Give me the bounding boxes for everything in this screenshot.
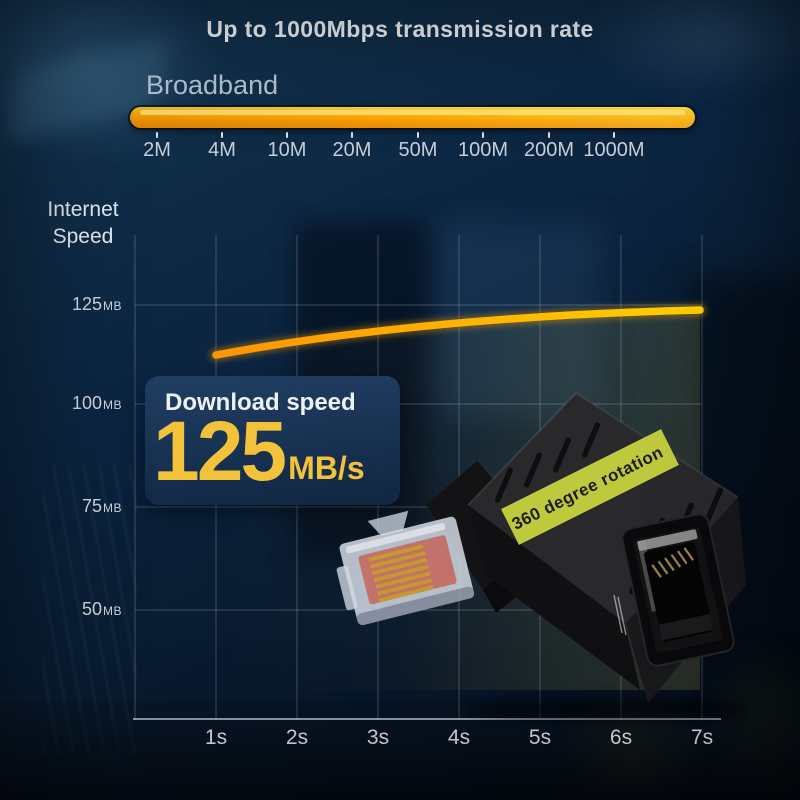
y-tick-value: 75 xyxy=(81,496,102,516)
plug-gold-pins xyxy=(368,544,434,603)
broadband-label: Broadband xyxy=(146,70,279,100)
rj45-male-plug xyxy=(336,510,475,626)
download-speed-label: Download speed xyxy=(165,389,356,416)
download-speed-value: 125 xyxy=(153,404,287,498)
x-tick-label: 4s xyxy=(447,726,471,749)
y-tick-unit: MB xyxy=(103,398,122,412)
y-tick-value: 50 xyxy=(81,599,102,619)
x-tick-label: 6s xyxy=(609,726,633,749)
x-tick-label: 3s xyxy=(366,726,390,749)
broadband-tick xyxy=(482,132,484,138)
rj45-female-port xyxy=(621,513,735,667)
x-tick-label: 1s xyxy=(204,726,228,749)
y-tick-value: 125 xyxy=(71,294,102,314)
y-tick-unit: MB xyxy=(103,604,122,618)
x-tick-label: 2s xyxy=(285,726,309,749)
y-axis-title: Internet Speed xyxy=(26,197,140,251)
broadband-tick xyxy=(351,132,353,138)
y-tick-label: 50MB xyxy=(40,599,122,620)
broadband-tick-label: 100M xyxy=(457,139,509,161)
broadband-gradient-bar xyxy=(130,107,695,128)
broadband-tick-label: 200M xyxy=(523,139,575,161)
y-tick-label: 75MB xyxy=(40,496,122,517)
broadband-tick xyxy=(548,132,550,138)
download-speed-unit: MB/s xyxy=(288,450,365,487)
broadband-tick xyxy=(156,132,158,138)
y-axis-title-line2: Speed xyxy=(52,224,114,248)
y-tick-unit: MB xyxy=(103,501,122,515)
y-tick-label: 100MB xyxy=(40,393,122,414)
broadband-tick xyxy=(417,132,419,138)
download-speed-value-row: 125 MB/s xyxy=(153,404,400,498)
y-tick-value: 100 xyxy=(71,393,102,413)
download-speed-card: Download speed 125 MB/s xyxy=(145,376,400,505)
product-shadow xyxy=(468,697,748,721)
broadband-tick-label: 2M xyxy=(143,139,171,161)
x-tick-label: 7s xyxy=(690,726,714,749)
y-axis-title-line1: Internet xyxy=(47,198,119,221)
page-title: Up to 1000Mbps transmission rate xyxy=(206,16,594,42)
y-tick-unit: MB xyxy=(103,299,122,313)
broadband-tick-label: 20M xyxy=(332,139,372,161)
broadband-tick-label: 1000M xyxy=(583,139,645,161)
broadband-tick-label: 10M xyxy=(267,139,307,161)
side-marking xyxy=(613,594,627,636)
port-gold-contacts xyxy=(651,547,695,578)
broadband-tick xyxy=(286,132,288,138)
broadband-tick-label: 50M xyxy=(398,139,438,161)
x-tick-label: 5s xyxy=(528,726,552,749)
broadband-tick xyxy=(613,132,615,138)
broadband-tick-label: 4M xyxy=(208,139,236,161)
product-photo-rj45-adapter: 360 degree rotation xyxy=(336,392,748,721)
y-tick-label: 125MB xyxy=(40,294,122,315)
broadband-tick xyxy=(221,132,223,138)
chart-curve xyxy=(212,306,704,359)
